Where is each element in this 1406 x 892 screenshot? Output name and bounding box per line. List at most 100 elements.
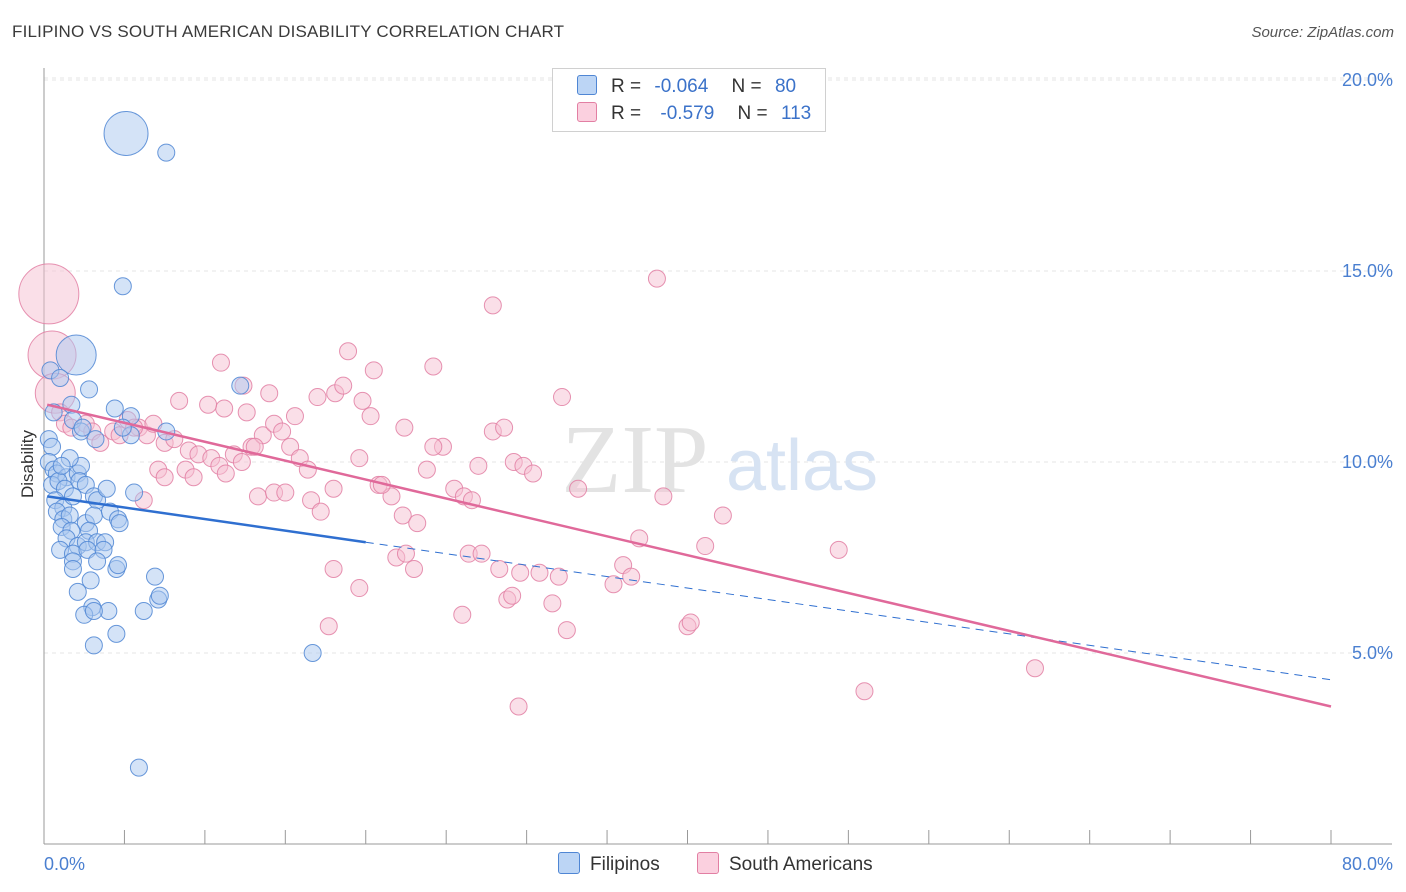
filipino-point xyxy=(146,567,165,586)
y-tick-label: 20.0% xyxy=(1342,70,1393,90)
south-american-point xyxy=(654,487,673,506)
bottom-legend-swatch-blue xyxy=(558,852,580,874)
south-american-point xyxy=(511,563,530,582)
south-american-point xyxy=(405,559,424,578)
legend-swatch-pink xyxy=(577,102,597,122)
south-american-point xyxy=(509,697,528,716)
south-american-point xyxy=(155,468,174,487)
south-american-point xyxy=(395,418,414,437)
filipino-point xyxy=(84,636,103,655)
south-american-point xyxy=(285,407,304,426)
south-american-point xyxy=(483,296,502,315)
south-american-point xyxy=(408,514,427,533)
legend-n-value: 80 xyxy=(774,76,797,97)
south-american-point xyxy=(681,613,700,632)
south-american-point xyxy=(339,342,358,361)
filipino-point xyxy=(129,758,148,777)
y-axis-label: Disability xyxy=(18,429,37,498)
legend-r-label: R = xyxy=(611,103,642,124)
south-american-point xyxy=(647,269,666,288)
filipino-point xyxy=(303,644,322,662)
south-american-point xyxy=(216,464,235,483)
south-american-point xyxy=(273,422,292,441)
bottom-legend-swatch-pink xyxy=(697,852,719,874)
south-american-point xyxy=(308,388,327,407)
chart-title: FILIPINO VS SOUTH AMERICAN DISABILITY CO… xyxy=(12,22,565,41)
south-american-point xyxy=(319,617,338,636)
south-american-point xyxy=(553,388,572,407)
legend-row-south-americans: R = -0.579 N = 113 xyxy=(577,102,811,126)
south-american-point xyxy=(382,487,401,506)
filipino-point xyxy=(134,601,153,620)
south-american-point xyxy=(453,605,472,624)
filipino-point xyxy=(231,376,250,395)
watermark-atlas: atlas xyxy=(726,426,878,506)
filipino-point xyxy=(109,556,128,575)
filipino-point xyxy=(84,601,103,620)
filipino-point xyxy=(125,483,144,502)
filipino-point xyxy=(110,514,129,533)
legend-r-value: -0.579 xyxy=(660,103,715,124)
south-american-point xyxy=(417,460,436,479)
filipino-point xyxy=(63,559,82,578)
south-american-point xyxy=(302,491,321,510)
south-american-point xyxy=(281,437,300,456)
south-american-point xyxy=(211,353,230,372)
south-american-point xyxy=(311,502,330,521)
south-american-point xyxy=(469,456,488,475)
south-american-point xyxy=(569,479,588,498)
south-american-point xyxy=(260,384,279,403)
south-american-point xyxy=(855,682,874,701)
south-american-point xyxy=(393,506,412,525)
filipino-point xyxy=(107,624,126,643)
south-american-point xyxy=(530,563,549,582)
x-tick-label: 0.0% xyxy=(44,854,85,874)
south-american-point xyxy=(713,506,732,525)
filipino-point xyxy=(86,430,105,449)
south-american-point xyxy=(472,544,491,563)
south-american-point xyxy=(353,391,372,410)
legend-n-label: N = xyxy=(737,103,768,124)
south-american-point xyxy=(696,537,715,556)
legend-row-filipinos: R = -0.064 N = 80 xyxy=(577,75,796,99)
south-american-point xyxy=(350,579,369,598)
south-american-point xyxy=(248,487,267,506)
chart-source: Source: ZipAtlas.com xyxy=(1251,24,1394,41)
y-tick-label: 5.0% xyxy=(1352,643,1393,663)
stats-legend: R = -0.064 N = 80 R = -0.579 N = 113 xyxy=(552,68,826,132)
south-american-point xyxy=(490,559,509,578)
south-american-point xyxy=(557,621,576,640)
filipino-point xyxy=(51,368,70,387)
filipinos-trend-line xyxy=(47,495,366,544)
watermark-zip: ZIP xyxy=(562,406,709,514)
south-americans-points xyxy=(18,263,1044,716)
filipino-point xyxy=(80,380,99,399)
filipino-point xyxy=(84,506,103,525)
south-american-point xyxy=(396,544,415,563)
filipino-point xyxy=(63,487,82,506)
filipino-point xyxy=(43,437,62,456)
south-american-point xyxy=(245,437,264,456)
south-american-point xyxy=(215,399,234,418)
bottom-legend-south-americans: South Americans xyxy=(697,852,873,876)
grid-lines xyxy=(44,77,1392,654)
tick-labels: 20.0% 15.0% 10.0% 5.0% 0.0% 80.0% xyxy=(44,70,1393,874)
bottom-legend-label: South Americans xyxy=(729,854,873,875)
legend-r-value: -0.064 xyxy=(654,76,709,97)
filipino-point xyxy=(68,582,87,601)
filipino-point xyxy=(81,571,100,590)
south-american-point xyxy=(424,437,443,456)
south-americans-trend-line xyxy=(46,403,1332,708)
south-american-point xyxy=(170,391,189,410)
watermark: ZIP atlas xyxy=(562,406,879,514)
filipino-point xyxy=(103,110,149,156)
south-american-point xyxy=(232,453,251,471)
south-american-point xyxy=(503,586,522,605)
legend-n-label: N = xyxy=(731,76,762,97)
south-american-point xyxy=(622,567,641,586)
filipino-point xyxy=(88,552,107,571)
south-american-point xyxy=(364,361,383,380)
filipino-point xyxy=(55,334,97,376)
south-american-point xyxy=(1025,659,1044,678)
